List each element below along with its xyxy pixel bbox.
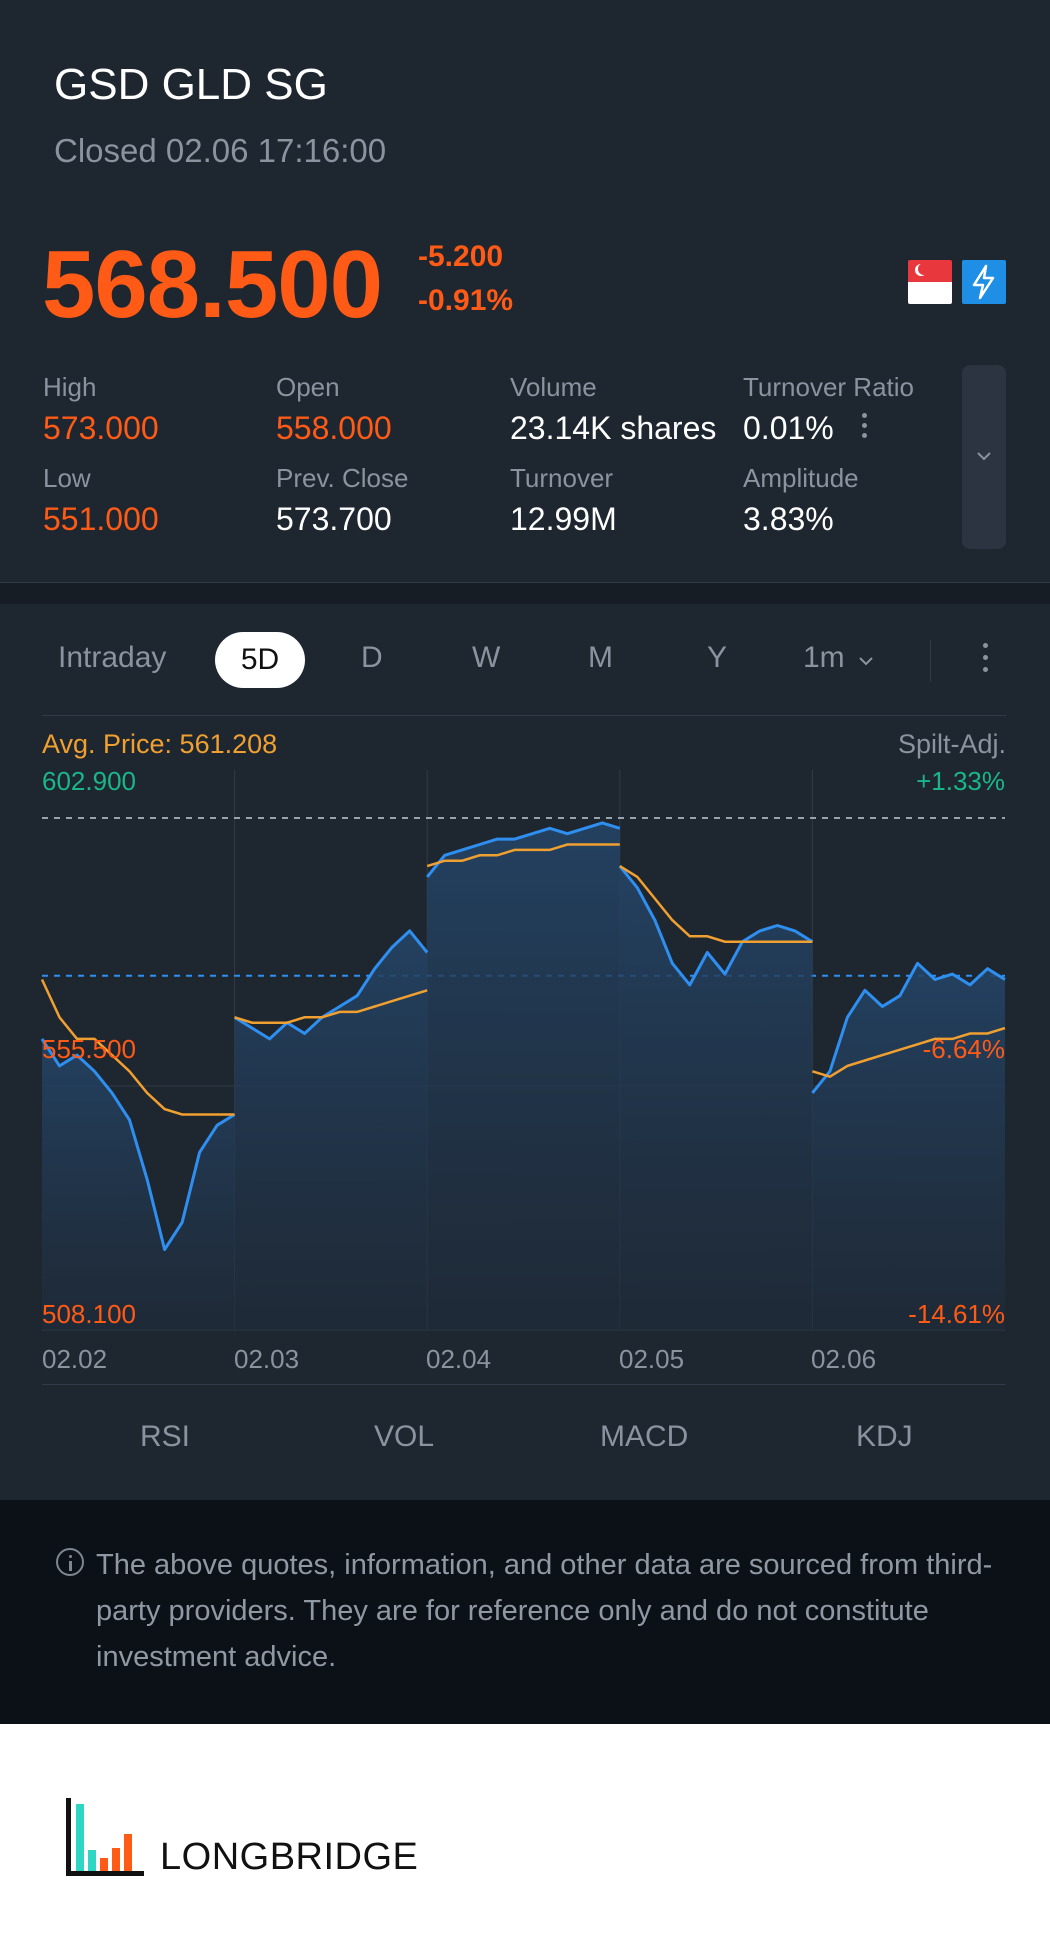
price-change: -5.200 <box>418 240 504 273</box>
expand-stats-button[interactable] <box>962 365 1006 549</box>
turnover-value: 12.99M <box>510 501 617 537</box>
x-tick-label: 02.06 <box>811 1344 876 1374</box>
y-axis-min-label: 508.100 <box>42 1299 136 1329</box>
brand-name: LONGBRIDGE <box>160 1836 419 1878</box>
price-line-day-02.06 <box>811 961 1006 1094</box>
volume-value: 23.14K shares <box>510 410 717 446</box>
turnover-ratio-value: 0.01% <box>743 410 834 446</box>
indicator-kdj[interactable]: KDJ <box>856 1420 913 1453</box>
chevron-down-icon <box>859 657 873 666</box>
high-value: 573.000 <box>43 410 159 446</box>
avg-price-label: Avg. Price: 561.208 <box>42 729 278 759</box>
tab-5d[interactable]: 5D <box>215 632 305 688</box>
longbridge-logo-icon <box>66 1798 144 1876</box>
more-stats-icon[interactable] <box>858 413 870 443</box>
chart-settings-icon[interactable] <box>980 643 990 679</box>
pct-mid-label: -6.64% <box>923 1034 1005 1064</box>
volume-label: Volume <box>510 372 597 402</box>
chevron-down-icon <box>977 452 991 461</box>
indicator-macd[interactable]: MACD <box>600 1420 689 1453</box>
tab-week[interactable]: W <box>472 641 501 674</box>
x-tick-label: 02.04 <box>426 1344 491 1374</box>
disclaimer-text: The above quotes, information, and other… <box>96 1549 993 1673</box>
tab-divider <box>930 640 931 682</box>
last-price: 568.500 <box>42 231 383 338</box>
y-axis-mid-label: 555.500 <box>42 1034 136 1064</box>
avg-line-day-02.02 <box>40 978 235 1116</box>
pct-max-label: +1.33% <box>916 766 1005 796</box>
price-area-day-02.04 <box>427 822 620 1330</box>
price-area-day-02.06 <box>812 963 1005 1330</box>
price-line-day-02.02 <box>40 1038 236 1251</box>
footer <box>0 1724 1050 1958</box>
indicator-vol[interactable]: VOL <box>374 1420 435 1453</box>
singapore-flag-icon <box>908 260 952 304</box>
prev-close-label: Prev. Close <box>276 463 409 493</box>
high-label: High <box>43 372 97 402</box>
disclaimer-section <box>0 1500 1050 1724</box>
price-line-day-02.05 <box>618 865 814 987</box>
avg-line-day-02.05 <box>619 865 813 943</box>
price-change-percent: -0.91% <box>418 284 514 317</box>
low-value: 551.000 <box>43 501 159 537</box>
open-label: Open <box>276 372 340 402</box>
avg-line-day-02.04 <box>426 843 620 868</box>
divider <box>42 715 1006 716</box>
amplitude-label: Amplitude <box>743 463 859 493</box>
x-tick-label: 02.03 <box>234 1344 299 1374</box>
info-icon <box>56 1548 84 1576</box>
tab-day[interactable]: D <box>361 641 383 674</box>
prev-close-value: 573.700 <box>276 501 392 537</box>
section-divider <box>0 582 1050 604</box>
open-value: 558.000 <box>276 410 392 446</box>
quote-header <box>0 0 1050 582</box>
split-adjust-toggle[interactable]: Spilt-Adj. <box>897 729 1006 759</box>
price-line-day-02.04 <box>426 821 621 878</box>
price-line-day-02.03 <box>233 929 429 1041</box>
turnover-ratio-label: Turnover Ratio <box>743 372 914 402</box>
interval-value: 1m <box>803 641 845 674</box>
low-label: Low <box>43 463 91 493</box>
lightning-icon[interactable] <box>962 260 1006 304</box>
tab-year[interactable]: Y <box>707 641 728 674</box>
market-status: Closed 02.06 17:16:00 <box>54 132 387 169</box>
avg-line-day-02.03 <box>234 989 428 1024</box>
price-area-day-02.03 <box>234 930 428 1330</box>
stock-title: GSD GLD SG <box>54 60 328 109</box>
turnover-label: Turnover <box>510 463 614 493</box>
y-axis-max-label: 602.900 <box>42 766 136 796</box>
price-area-day-02.05 <box>619 866 813 1330</box>
x-tick-label: 02.02 <box>42 1344 107 1374</box>
interval-select[interactable]: 1m <box>803 641 875 675</box>
tab-intraday[interactable]: Intraday <box>58 641 167 674</box>
divider <box>42 1384 1006 1385</box>
avg-line-day-02.06 <box>812 1026 1006 1079</box>
price-chart[interactable]: 602.900 +1.33% 555.500 -6.64% 508.100 -1… <box>0 760 1050 1400</box>
price-area-day-02.02 <box>42 1038 235 1330</box>
x-tick-label: 02.05 <box>619 1344 684 1374</box>
amplitude-value: 3.83% <box>743 501 834 537</box>
tab-month[interactable]: M <box>588 641 613 674</box>
pct-min-label: -14.61% <box>908 1299 1005 1329</box>
indicator-rsi[interactable]: RSI <box>140 1420 191 1453</box>
